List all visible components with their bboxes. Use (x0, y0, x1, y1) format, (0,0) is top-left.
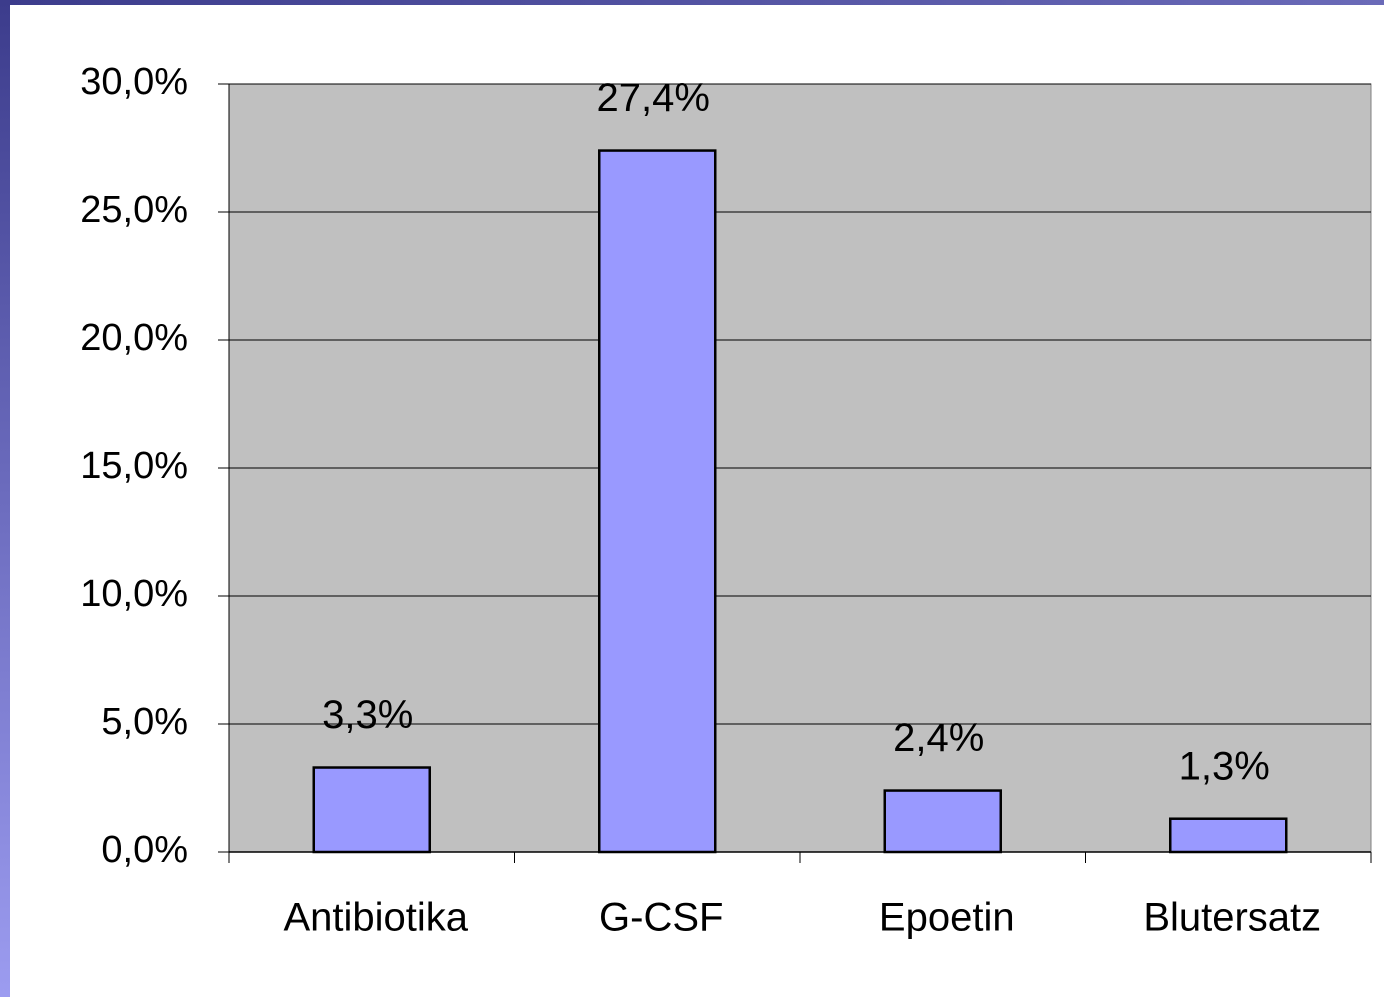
y-tick-label: 20,0% (80, 317, 188, 359)
x-tick-label: Blutersatz (1143, 896, 1321, 940)
bar (312, 766, 431, 854)
x-tick-label: Antibiotika (283, 896, 468, 940)
y-tick-label: 10,0% (80, 573, 188, 615)
value-label: 27,4% (597, 76, 710, 120)
side-strip (0, 0, 10, 997)
bar (1169, 817, 1288, 854)
bar (598, 149, 717, 854)
y-tick-label: 15,0% (80, 445, 188, 487)
bar (883, 789, 1002, 854)
top-strip (0, 0, 1384, 5)
y-tick-label: 25,0% (80, 189, 188, 231)
y-tick-label: 30,0% (80, 61, 188, 103)
value-label: 3,3% (322, 693, 413, 737)
x-tick-label: Epoetin (879, 896, 1015, 940)
x-tick-label: G-CSF (599, 896, 723, 940)
value-label: 1,3% (1179, 744, 1270, 788)
y-tick-label: 5,0% (101, 701, 188, 743)
y-tick-label: 0,0% (101, 829, 188, 871)
value-label: 2,4% (893, 716, 984, 760)
